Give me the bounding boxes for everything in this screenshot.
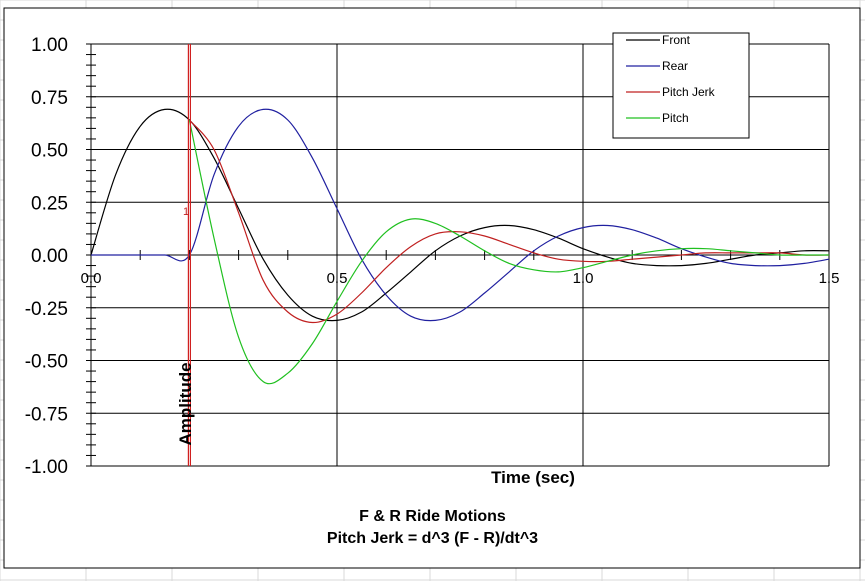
y-tick-label: -0.50	[25, 352, 68, 373]
series-layer	[90, 108, 830, 385]
x-tick-label: 1.5	[819, 270, 840, 287]
y-tick-label: 0.50	[31, 141, 68, 162]
y-tick-label: 1.00	[31, 35, 68, 56]
y-tick-label: -0.75	[25, 404, 68, 425]
legend-rear-label: Rear	[662, 59, 688, 73]
series-pitch-jerk-line	[188, 119, 830, 324]
x-tick-label: 0.0	[81, 270, 102, 287]
chart-title: F & R Ride Motions	[359, 508, 506, 525]
legend-box	[612, 32, 750, 139]
y-tick-label: -0.25	[25, 299, 68, 320]
annotation-label: 1	[183, 206, 189, 218]
legend[interactable]: Front Rear Pitch Jerk Pitch	[612, 32, 750, 139]
y-tick-label: -1.00	[25, 457, 68, 478]
x-tick-label: 1.0	[573, 270, 594, 287]
x-tick-label: 0.5	[327, 270, 348, 287]
series-rear-line	[91, 108, 830, 322]
x-axis-title: Time (sec)	[491, 468, 575, 487]
y-tick-labels: 1.00 0.75 0.50 0.25 0.00 -0.25 -0.50 -0.75 -1.00	[25, 35, 68, 478]
y-tick-label: 0.75	[31, 88, 68, 109]
series-pitch-line	[188, 119, 829, 385]
marker-layer: 1	[183, 44, 191, 466]
y-tick-label: 0.25	[31, 193, 68, 214]
y-tick-label: 0.00	[31, 246, 68, 267]
chart-subtitle: Pitch Jerk = d^3 (F - R)/dt^3	[326, 530, 539, 547]
legend-front-label: Front	[662, 33, 691, 47]
legend-pitch-label: Pitch	[662, 111, 689, 125]
x-tick-labels: 0.0 0.5 1.0 1.5	[81, 270, 840, 287]
legend-pitch-jerk-label: Pitch Jerk	[662, 85, 716, 99]
y-axis-title: Amplitude	[176, 362, 195, 445]
